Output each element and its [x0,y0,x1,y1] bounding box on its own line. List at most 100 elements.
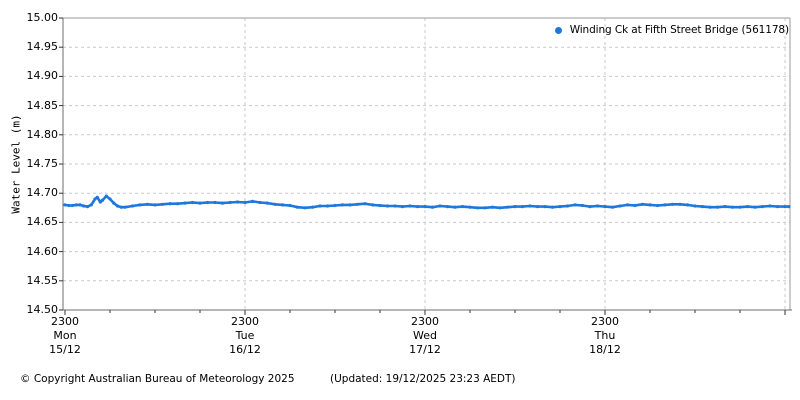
x-tick-time: 2300 [231,315,259,328]
series-point [588,205,592,209]
series-point [325,204,330,208]
series-point [663,203,667,207]
series-point [460,205,465,209]
series-point [783,205,787,209]
series-point [580,203,585,208]
series-point [445,205,450,209]
series-point [685,203,690,207]
series-point [98,200,102,204]
series-point [273,202,277,206]
series-point [235,200,240,204]
series-point [453,205,457,209]
x-tick-time: 2300 [591,315,619,328]
x-tick-date: 16/12 [229,343,261,356]
series-point [775,205,780,209]
series-point [93,197,97,201]
series-point [310,205,315,209]
series-point [378,203,382,208]
y-tick-label: 14.85 [26,98,59,112]
y-tick-label: 14.80 [26,127,59,141]
series-point [543,205,547,209]
series-point [573,203,577,207]
series-point [423,205,427,209]
series-point [670,202,675,206]
series-point [205,200,210,205]
series-point [303,206,307,210]
series-point [130,204,135,208]
y-tick-label: 14.90 [26,69,59,83]
series-point [363,202,367,206]
series-point [393,204,397,208]
series-point [348,203,352,207]
series-point [258,200,262,205]
series-point [198,201,202,205]
series-point [513,205,517,209]
series-point [625,203,630,207]
series-point [288,203,292,208]
series-point [168,202,172,206]
series-point [115,204,120,208]
series-point [340,203,345,207]
series-point [760,205,765,209]
series-point [753,205,757,209]
series-point [95,195,99,199]
y-tick-label: 14.65 [26,215,59,229]
series-point [82,204,86,208]
series-point [415,205,420,209]
series-point [723,205,727,209]
x-tick-label-group: 2300 Thu 18/12 [569,315,641,357]
y-tick-label: 15.00 [26,11,59,24]
series-point [213,200,217,205]
series-point [190,200,195,205]
series-point [70,203,75,208]
series-point [160,202,165,206]
series-point [112,201,116,205]
y-tick-label: 14.75 [26,157,59,170]
x-tick-label-group: 2300 Mon 15/12 [29,315,101,357]
legend: Winding Ck at Fifth Street Bridge (56117… [554,22,789,38]
series-point [220,201,225,205]
series-point [85,205,90,209]
x-tick-label-group: 2300 Wed 17/12 [389,315,461,357]
series-point [520,205,525,209]
series-point [108,197,112,201]
y-tick-label: 14.70 [26,186,59,200]
series-point [505,205,510,209]
x-tick-day: Tue [235,329,255,342]
series-point [655,203,660,208]
legend-series-label: Winding Ck at Fifth Street Bridge (56117… [569,24,789,36]
series-point [318,204,322,208]
x-tick-date: 17/12 [409,343,441,356]
copyright-text: © Copyright Australian Bureau of Meteoro… [20,373,295,385]
series-point [243,200,247,205]
series-point [119,205,123,209]
series-point [438,204,442,208]
x-tick-date: 15/12 [49,343,81,356]
series-point [265,201,270,205]
series-point [183,201,187,205]
series-point [700,205,705,209]
x-tick-time: 2300 [411,315,439,328]
series-point [550,205,555,209]
series-point [730,205,735,209]
series-point [67,203,71,208]
series-point [104,194,108,198]
series-point [738,205,742,209]
series-point [603,205,607,209]
series-point [74,203,78,207]
series-point [468,205,472,209]
series-point [175,202,180,206]
series-point [678,202,682,206]
series-point [498,206,502,210]
series-point [408,204,412,208]
series-point [715,205,720,209]
series-point [745,205,750,209]
series-point [565,204,570,208]
series-point [768,204,772,208]
x-tick-time: 2300 [51,315,79,328]
series-point [708,205,712,209]
series-point [370,203,375,207]
series-point [475,206,480,210]
x-tick-day: Mon [53,329,77,342]
